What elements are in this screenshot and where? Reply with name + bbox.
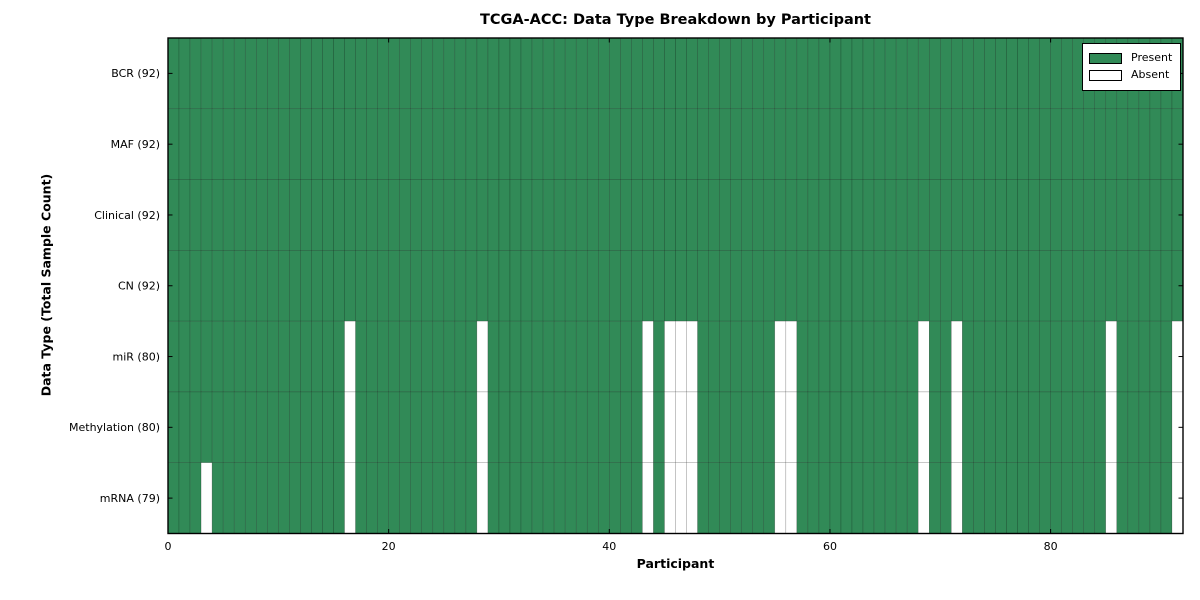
svg-text:0: 0 — [165, 540, 172, 553]
legend: Present Absent — [1082, 43, 1182, 91]
svg-text:60: 60 — [823, 540, 837, 553]
svg-text:BCR (92): BCR (92) — [111, 67, 160, 80]
chart-title: TCGA-ACC: Data Type Breakdown by Partici… — [479, 12, 871, 28]
svg-text:20: 20 — [382, 540, 396, 553]
legend-swatch-present-icon — [1089, 52, 1122, 64]
svg-text:Methylation (80): Methylation (80) — [69, 421, 160, 434]
svg-text:MAF (92): MAF (92) — [111, 138, 160, 151]
svg-text:80: 80 — [1044, 540, 1058, 553]
legend-item-present: Present — [1089, 51, 1172, 66]
svg-text:mRNA (79): mRNA (79) — [100, 492, 160, 505]
legend-item-absent: Absent — [1089, 68, 1172, 83]
legend-swatch-absent-icon — [1089, 69, 1122, 81]
svg-text:40: 40 — [602, 540, 616, 553]
svg-text:Clinical (92): Clinical (92) — [94, 209, 160, 222]
legend-label-absent: Absent — [1131, 67, 1170, 81]
svg-text:CN (92): CN (92) — [118, 280, 160, 293]
x-axis-label: Participant — [636, 556, 715, 571]
legend-label-present: Present — [1131, 51, 1173, 64]
svg-text:miR (80): miR (80) — [113, 350, 161, 363]
